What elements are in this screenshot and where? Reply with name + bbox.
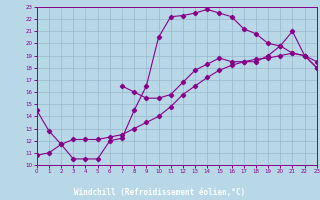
Text: Windchill (Refroidissement éolien,°C): Windchill (Refroidissement éolien,°C) [75, 188, 245, 197]
